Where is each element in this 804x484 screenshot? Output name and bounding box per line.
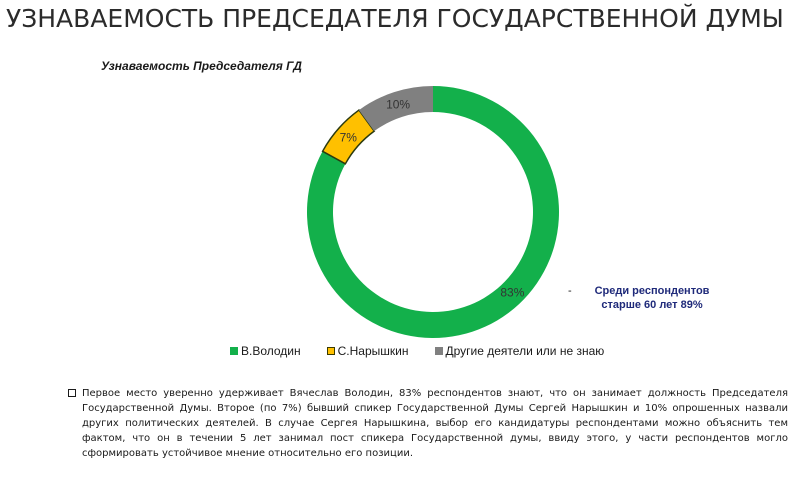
checkbox-bullet-icon [68, 389, 76, 397]
legend-label-other: Другие деятели или не знаю [445, 344, 605, 358]
slice-label-volodin: 83% [500, 285, 524, 299]
legend-label-naryshkin: С.Нарышкин [337, 344, 409, 358]
slice-label-naryshkin: 7% [340, 130, 358, 144]
slice-naryshkin [321, 109, 376, 165]
side-note: - Среди респондентов старше 60 лет 89% [568, 284, 748, 312]
legend-label-volodin: В.Володин [241, 344, 301, 358]
legend-swatch-volodin [230, 347, 238, 355]
summary-paragraph: Первое место уверенно удерживает Вячесла… [68, 386, 788, 461]
side-note-dash: - [568, 285, 572, 297]
legend-item-volodin: В.Володин [230, 344, 301, 358]
summary-text: Первое место уверенно удерживает Вячесла… [82, 388, 788, 459]
chart-legend: В.Володин С.Нарышкин Другие деятели или … [230, 344, 630, 358]
legend-swatch-other [434, 347, 443, 355]
legend-item-naryshkin: С.Нарышкин [326, 344, 409, 358]
page-title: УЗНАВАЕМОСТЬ ПРЕДСЕДАТЕЛЯ ГОСУДАРСТВЕННО… [6, 4, 784, 33]
slice-other [358, 86, 433, 132]
legend-item-other: Другие деятели или не знаю [434, 344, 605, 358]
side-note-text: Среди респондентов старше 60 лет 89% [594, 285, 710, 311]
legend-swatch-naryshkin [326, 347, 335, 355]
chart-title: Узнаваемость Председателя ГД [101, 59, 302, 73]
slice-label-other: 10% [386, 98, 410, 112]
